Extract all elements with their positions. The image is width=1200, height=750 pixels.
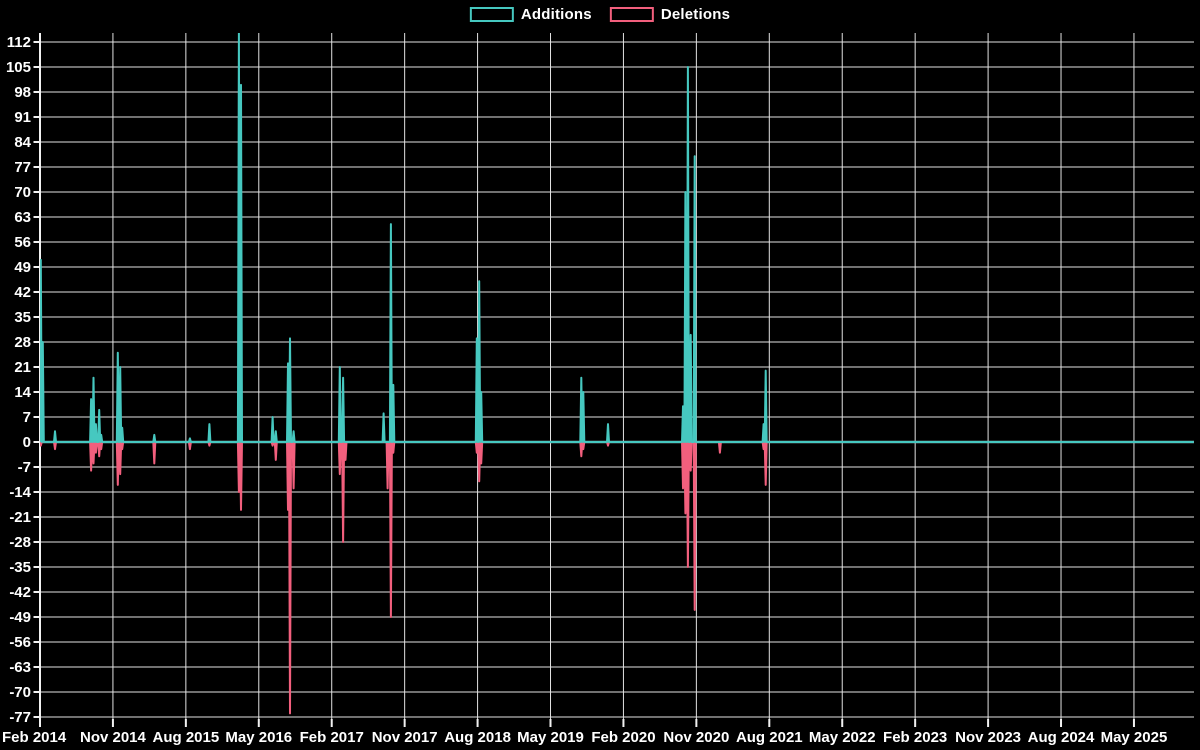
y-tick-label: -70	[9, 684, 31, 701]
x-tick-label: Nov 2023	[955, 729, 1021, 746]
y-tick-label: 28	[14, 334, 31, 351]
x-tick-label: Feb 2023	[883, 729, 947, 746]
y-tick-label: -21	[9, 509, 31, 526]
x-tick-label: Nov 2017	[372, 729, 438, 746]
x-tick-label: May 2025	[1101, 729, 1168, 746]
additions-swatch-icon	[469, 7, 514, 22]
y-tick-label: -28	[9, 534, 31, 551]
x-tick-label: May 2019	[517, 729, 584, 746]
y-tick-label: 105	[6, 59, 31, 76]
x-tick-label: May 2016	[225, 729, 292, 746]
y-tick-label: 56	[14, 234, 31, 251]
y-tick-label: -35	[9, 559, 31, 576]
y-tick-label: 7	[23, 409, 31, 426]
y-tick-label: 0	[23, 434, 31, 451]
y-tick-label: -77	[9, 709, 31, 726]
deletions-swatch-icon	[609, 7, 654, 22]
y-tick-label: -49	[9, 609, 31, 626]
y-tick-label: -14	[9, 484, 31, 501]
x-tick-label: Aug 2018	[444, 729, 511, 746]
y-tick-label: 14	[14, 384, 31, 401]
y-tick-label: 35	[14, 309, 31, 326]
y-tick-label: 91	[14, 109, 31, 126]
y-tick-label: -7	[18, 459, 31, 476]
x-tick-label: Aug 2021	[736, 729, 803, 746]
legend-deletions-label: Deletions	[660, 6, 731, 23]
y-tick-label: -42	[9, 584, 31, 601]
y-tick-label: 77	[14, 159, 31, 176]
legend-additions-label: Additions	[520, 6, 592, 23]
y-tick-label: 98	[14, 84, 31, 101]
y-tick-label: 70	[14, 184, 31, 201]
x-tick-label: Aug 2015	[153, 729, 220, 746]
y-tick-label: 21	[14, 359, 31, 376]
x-tick-label: May 2022	[809, 729, 876, 746]
x-tick-label: Feb 2014	[2, 729, 67, 746]
chart-legend: Additions Deletions	[469, 6, 731, 23]
x-tick-label: Feb 2020	[591, 729, 655, 746]
y-tick-label: -63	[9, 659, 31, 676]
y-tick-label: 42	[14, 284, 31, 301]
additions-series-line	[40, 33, 1194, 443]
x-tick-label: Nov 2020	[663, 729, 729, 746]
legend-item-deletions[interactable]: Deletions	[609, 6, 731, 23]
x-tick-label: Feb 2017	[300, 729, 364, 746]
y-tick-label: -56	[9, 634, 31, 651]
y-tick-label: 112	[7, 34, 31, 51]
y-tick-label: 63	[14, 209, 31, 226]
y-tick-label: 49	[14, 259, 31, 276]
legend-item-additions[interactable]: Additions	[469, 6, 592, 23]
x-tick-label: Nov 2014	[80, 729, 147, 746]
deletions-series-line	[40, 441, 1194, 715]
x-tick-label: Aug 2024	[1028, 729, 1095, 746]
y-tick-label: 84	[14, 134, 31, 151]
